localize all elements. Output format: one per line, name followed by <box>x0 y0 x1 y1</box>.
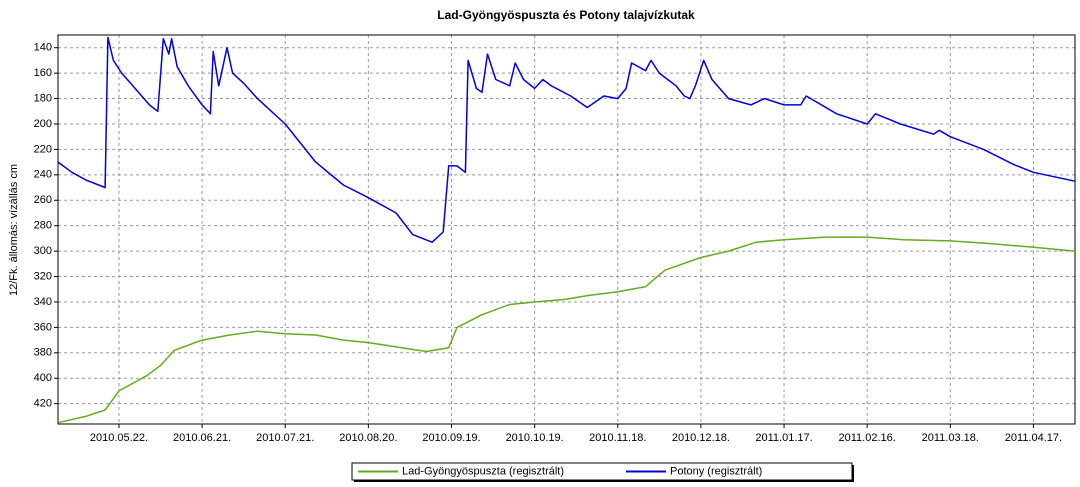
y-tick-label: 240 <box>34 169 52 181</box>
y-axis-label: 12/Fk. állomás: vízállás cm <box>8 164 20 296</box>
y-tick-label: 360 <box>34 321 52 333</box>
y-tick-label: 280 <box>34 220 52 232</box>
x-tick-label: 2010.11.18. <box>589 432 646 444</box>
plot-frame <box>57 34 1076 425</box>
x-tick-label: 2010.08.20. <box>339 432 397 444</box>
legend-label: Potony (regisztrált) <box>670 465 762 477</box>
x-tick-label: 2010.09.19. <box>422 432 480 444</box>
legend-label: Lad-Gyöngyöspuszta (regisztrált) <box>402 465 564 477</box>
x-tick-label: 2011.01.17. <box>755 432 812 444</box>
x-tick-label: 2010.10.19. <box>506 432 564 444</box>
x-tick-label: 2010.07.21. <box>256 432 314 444</box>
chart-title: Lad-Gyöngyöspuszta és Potony talajvízkut… <box>437 8 695 22</box>
series-line <box>57 236 1076 424</box>
x-tick-label: 2010.06.21. <box>173 432 231 444</box>
y-tick-label: 140 <box>34 42 52 54</box>
y-tick-label: 320 <box>34 270 52 282</box>
y-tick-label: 220 <box>34 143 52 155</box>
y-tick-label: 420 <box>34 398 52 410</box>
y-tick-label: 200 <box>34 118 52 130</box>
y-tick-label: 260 <box>34 194 52 206</box>
legend-box <box>351 462 853 481</box>
x-tick-label: 2010.05.22. <box>90 432 148 444</box>
y-tick-label: 300 <box>34 245 52 257</box>
y-tick-label: 340 <box>34 296 52 308</box>
x-tick-label: 2011.04.17. <box>1005 432 1062 444</box>
y-tick-label: 400 <box>34 372 52 384</box>
x-tick-label: 2010.12.18. <box>672 432 730 444</box>
y-tick-label: 180 <box>34 92 52 104</box>
series-line <box>57 36 1076 243</box>
x-tick-label: 2011.02.16. <box>839 432 896 444</box>
y-tick-label: 380 <box>34 347 52 359</box>
x-tick-label: 2011.03.18. <box>922 432 979 444</box>
y-tick-label: 160 <box>34 67 52 79</box>
